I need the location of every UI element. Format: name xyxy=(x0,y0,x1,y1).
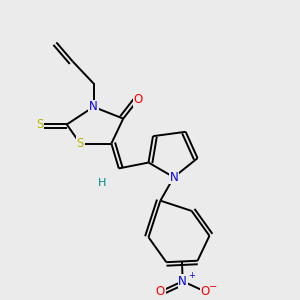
Text: N: N xyxy=(89,100,98,113)
Text: O: O xyxy=(134,93,143,106)
Text: N: N xyxy=(178,275,187,288)
Text: O: O xyxy=(156,285,165,298)
Text: H: H xyxy=(98,178,106,188)
Text: N: N xyxy=(169,171,178,184)
Text: O: O xyxy=(200,285,210,298)
Text: +: + xyxy=(188,272,195,280)
Text: −: − xyxy=(209,282,218,292)
Text: S: S xyxy=(76,137,84,150)
Text: S: S xyxy=(36,118,44,131)
